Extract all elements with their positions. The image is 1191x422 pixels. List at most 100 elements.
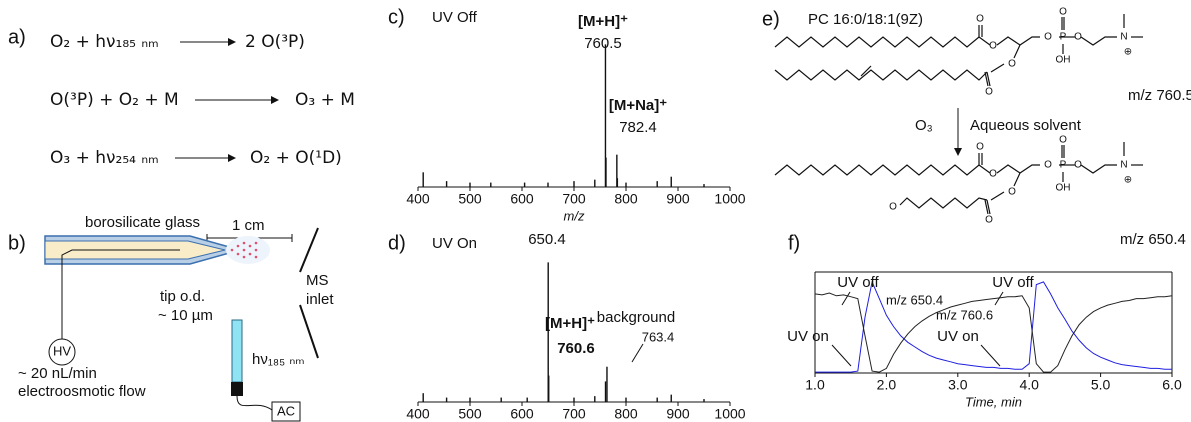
- reactant-structure: [774, 14, 1143, 87]
- scale-label: 1 cm: [232, 217, 265, 234]
- panel-a: a) O₂ + hν₁₈₅ ₙₘ 2 O(³P) O(³P) + O₂ + M …: [8, 26, 355, 168]
- x-tick-label: 400: [406, 406, 430, 422]
- atom-label: O: [889, 202, 897, 213]
- panel-label: c): [388, 6, 405, 28]
- annotation: [M+H]⁺: [578, 13, 628, 30]
- equation-lhs: O(³P) + O₂ + M: [50, 90, 179, 110]
- pointer: [980, 344, 1001, 367]
- annotation: UV off: [992, 274, 1034, 291]
- annotation: 763.4: [642, 329, 675, 344]
- reactant-mz: m/z 760.5: [1128, 87, 1191, 104]
- ac-label: AC: [277, 403, 295, 418]
- series-label: m/z 650.4: [886, 292, 943, 307]
- x-tick-label: 6.0: [1162, 377, 1182, 393]
- annotation: 760.5: [584, 35, 622, 52]
- atom-label: ⊕: [1124, 47, 1132, 58]
- x-tick-label: 3.0: [948, 377, 968, 393]
- x-tick-label: 1.0: [805, 377, 825, 393]
- x-axis-label: Time, min: [965, 394, 1022, 409]
- inlet-label: MS: [306, 272, 329, 289]
- x-tick-label: 600: [510, 406, 534, 422]
- pointer: [831, 344, 852, 367]
- product-mz: m/z 650.4: [1120, 231, 1186, 248]
- atom-label: O: [976, 14, 984, 25]
- pointer: [631, 343, 644, 363]
- atom-label: O: [989, 169, 997, 180]
- inlet-wall: [299, 227, 319, 273]
- annotation: [M+H]⁺: [545, 315, 595, 332]
- atom-label: O: [1008, 59, 1016, 70]
- atom-label: O: [1074, 160, 1082, 171]
- tip-label: ~ 10 µm: [158, 307, 213, 324]
- flow-label: ~ 20 nL/min: [18, 365, 97, 382]
- panel-label: b): [8, 232, 26, 254]
- x-tick-label: 700: [562, 191, 586, 207]
- annotation: UV on: [787, 328, 829, 345]
- x-tick-label: 5.0: [1091, 377, 1111, 393]
- inlet-label: inlet: [306, 291, 334, 308]
- inlet-wall: [299, 304, 319, 359]
- panel-label: a): [8, 26, 26, 48]
- x-tick-label: 800: [614, 406, 638, 422]
- x-tick-label: 2.0: [877, 377, 897, 393]
- capillary-label: borosilicate glass: [85, 214, 200, 231]
- atom-label: O: [1074, 32, 1082, 43]
- series-label: m/z 760.6: [936, 307, 993, 322]
- annotation: [M+Na]⁺: [609, 97, 667, 114]
- panel-label: d): [388, 232, 406, 254]
- condition: Aqueous solvent: [970, 117, 1082, 134]
- annotation: 760.6: [557, 340, 595, 357]
- product-structure: [774, 142, 1143, 215]
- atom-label: O: [1044, 32, 1052, 43]
- lamp-base: [231, 382, 243, 396]
- atom-label: OH: [1056, 183, 1071, 194]
- uv-lamp: [231, 319, 243, 383]
- x-tick-label: 1000: [714, 406, 745, 422]
- reagent: O₃: [915, 117, 933, 134]
- atom-label: O: [1008, 187, 1016, 198]
- ac-supply: [271, 401, 301, 422]
- equation-rhs: O₂ + O(¹D): [250, 148, 342, 168]
- panel-label: e): [762, 8, 780, 30]
- lamp-label: hν₁₈₅ ₙₘ: [252, 351, 305, 368]
- x-tick-label: 500: [458, 406, 482, 422]
- chart-title: UV On: [432, 235, 477, 252]
- flow-label: electroosmotic flow: [18, 383, 146, 400]
- x-tick-label: 1000: [714, 191, 745, 207]
- atom-label: P: [1060, 160, 1067, 171]
- x-tick-label: 800: [614, 191, 638, 207]
- spray: [230, 241, 258, 259]
- annotation: 782.4: [619, 119, 657, 136]
- atom-label: N: [1120, 160, 1127, 171]
- x-tick-label: 700: [562, 406, 586, 422]
- equation-lhs: O₃ + hν₂₅₄ ₙₘ: [50, 148, 159, 168]
- x-tick-label: 900: [666, 406, 690, 422]
- equation-rhs: 2 O(³P): [245, 32, 305, 52]
- tip-label: tip o.d.: [160, 288, 205, 305]
- electrode-wire: [61, 249, 180, 339]
- annotation: UV off: [837, 274, 879, 291]
- annotation: 650.4: [528, 231, 566, 248]
- lamp-cable: [236, 395, 273, 411]
- annotation: background: [597, 309, 675, 326]
- panel-b: b) borosilicate glass 1 cm HV tip o.d. ~…: [8, 214, 334, 422]
- atom-label: O: [1044, 160, 1052, 171]
- atom-label: N: [1120, 32, 1127, 43]
- hv-source: [48, 338, 76, 366]
- atom-label: O: [989, 41, 997, 52]
- atom-label: O: [985, 87, 993, 98]
- panel-label: f): [788, 232, 800, 254]
- x-tick-label: 400: [406, 191, 430, 207]
- x-tick-label: 500: [458, 191, 482, 207]
- trace: [815, 280, 1172, 373]
- x-tick-label: 600: [510, 191, 534, 207]
- equation-rhs: O₃ + M: [295, 90, 355, 110]
- atom-label: OH: [1056, 55, 1071, 66]
- annotation: UV on: [937, 328, 979, 345]
- chart-title: UV Off: [432, 9, 478, 26]
- x-tick-label: 4.0: [1019, 377, 1039, 393]
- equation-lhs: O₂ + hν₁₈₅ ₙₘ: [50, 32, 159, 52]
- x-tick-label: 900: [666, 191, 690, 207]
- atom-label: P: [1060, 32, 1067, 43]
